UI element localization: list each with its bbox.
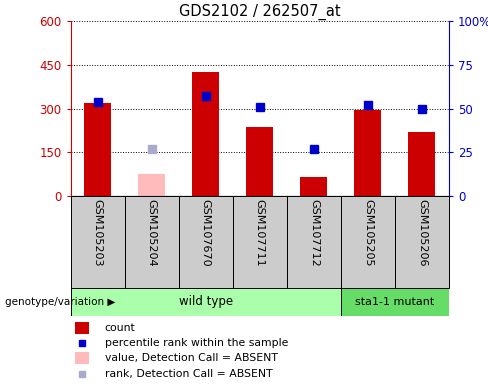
Bar: [395, 196, 449, 288]
Bar: [341, 288, 449, 316]
Text: percentile rank within the sample: percentile rank within the sample: [105, 338, 288, 348]
Bar: [179, 196, 233, 288]
Title: GDS2102 / 262507_at: GDS2102 / 262507_at: [179, 3, 341, 20]
Text: GSM105204: GSM105204: [147, 199, 157, 266]
Bar: [341, 196, 395, 288]
Bar: [354, 110, 382, 196]
Text: GSM105205: GSM105205: [363, 199, 373, 266]
Text: wild type: wild type: [179, 296, 233, 308]
Text: GSM105206: GSM105206: [417, 199, 427, 266]
Bar: [287, 196, 341, 288]
Text: GSM105203: GSM105203: [93, 199, 103, 266]
Bar: [301, 177, 327, 196]
Bar: [192, 72, 219, 196]
Bar: [125, 196, 179, 288]
Bar: [246, 127, 273, 196]
Bar: [71, 288, 341, 316]
Bar: [71, 196, 125, 288]
Bar: [408, 132, 435, 196]
Text: value, Detection Call = ABSENT: value, Detection Call = ABSENT: [105, 353, 278, 363]
Bar: [75, 322, 89, 334]
Text: GSM107712: GSM107712: [309, 199, 319, 266]
Bar: [84, 103, 111, 196]
Bar: [75, 352, 89, 364]
Bar: [233, 196, 287, 288]
Text: GSM107670: GSM107670: [201, 199, 211, 266]
Text: genotype/variation ▶: genotype/variation ▶: [5, 297, 115, 307]
Text: rank, Detection Call = ABSENT: rank, Detection Call = ABSENT: [105, 369, 272, 379]
Text: GSM107711: GSM107711: [255, 199, 265, 266]
Text: sta1-1 mutant: sta1-1 mutant: [355, 297, 434, 307]
Bar: [138, 174, 165, 196]
Text: count: count: [105, 323, 136, 333]
